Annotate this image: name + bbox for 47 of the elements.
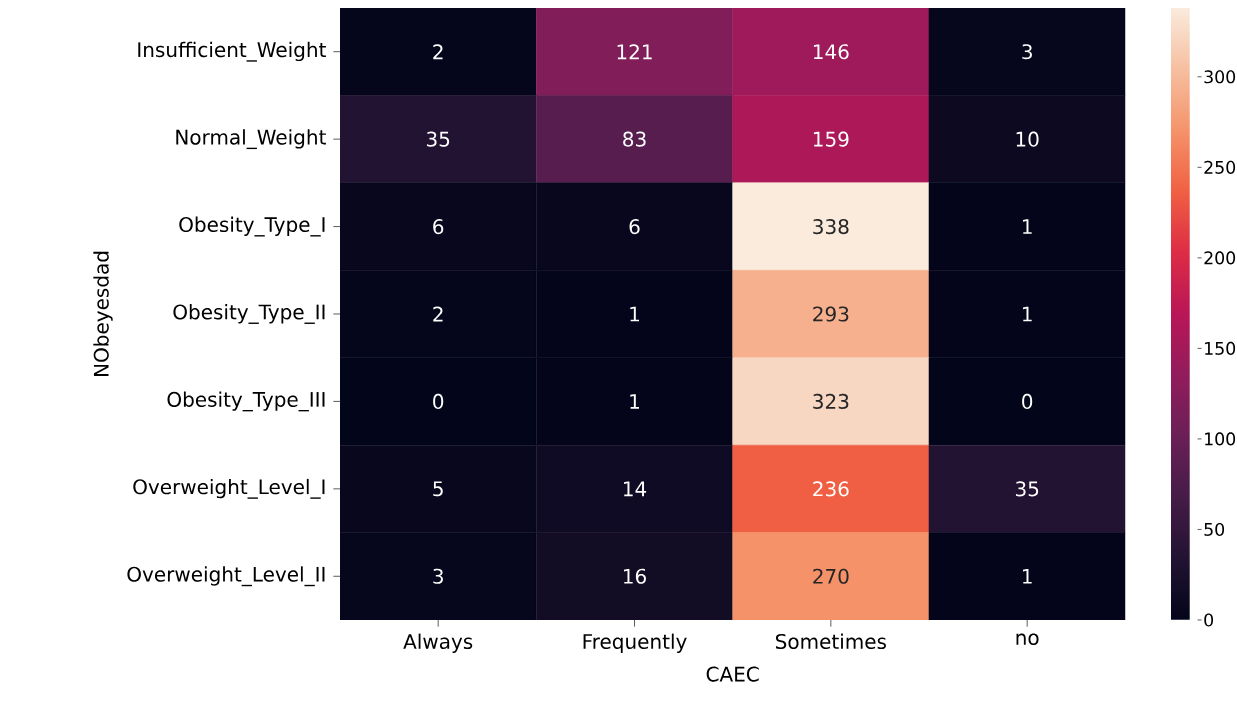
data-label: 1 <box>1023 568 1032 584</box>
data-label: 159 <box>813 131 849 147</box>
color-bar-label: 100 <box>1205 432 1236 446</box>
data-label: 3 <box>1022 44 1032 60</box>
data-label: 2 <box>433 44 443 60</box>
x-tick-label: Always <box>403 633 473 653</box>
data-label: 3 <box>433 568 443 584</box>
y-tick-label: Obesity_Type_III <box>167 391 325 412</box>
data-label: 6 <box>433 219 444 235</box>
data-label: 35 <box>426 131 450 147</box>
data-label: 6 <box>629 219 640 235</box>
color-bar-label: 150 <box>1205 341 1236 355</box>
color-bar-label: 300 <box>1204 70 1236 84</box>
data-label: 1 <box>1023 306 1032 322</box>
data-label: 338 <box>813 219 849 235</box>
x-tick-label: Frequently <box>583 633 687 653</box>
data-label: 10 <box>1016 131 1039 147</box>
data-label: 0 <box>433 393 444 409</box>
data-label: 121 <box>617 44 652 60</box>
data-label: 83 <box>623 131 646 147</box>
y-tick-label: Normal_Weight <box>176 129 326 150</box>
data-label: 146 <box>813 44 849 60</box>
data-label: 1 <box>630 306 640 322</box>
data-label: 236 <box>813 481 849 497</box>
x-axis-title: CAEC <box>706 666 759 682</box>
color-bar-label: 0 <box>1204 613 1214 627</box>
y-tick-label: Obesity_Type_II <box>173 304 325 324</box>
data-label: 2 <box>433 306 443 322</box>
data-label: 16 <box>623 568 646 584</box>
y-tick-label: Overweight_Level_II <box>127 566 325 587</box>
color-bar-label: 250 <box>1204 160 1236 174</box>
data-label: 1 <box>630 394 640 409</box>
data-label: 14 <box>623 481 647 497</box>
y-tick-label: Insufficient_Weight <box>138 41 326 62</box>
data-label: 1 <box>1023 219 1032 234</box>
data-label: 5 <box>433 481 443 497</box>
color-bar-label: 50 <box>1204 522 1225 536</box>
color-bar-label: 200 <box>1204 251 1236 265</box>
y-tick-label: Overweight_Level_I <box>133 478 325 499</box>
data-label: 270 <box>813 568 849 584</box>
y-tick-label: Obesity_Type_I <box>179 216 325 237</box>
data-label: 293 <box>813 306 849 322</box>
x-tick-label: no <box>1016 633 1039 646</box>
x-tick-label: Sometimes <box>775 633 886 650</box>
data-label: 35 <box>1015 481 1039 497</box>
data-label: 323 <box>813 393 849 409</box>
y-axis-title: NObeyesdad <box>93 251 113 376</box>
